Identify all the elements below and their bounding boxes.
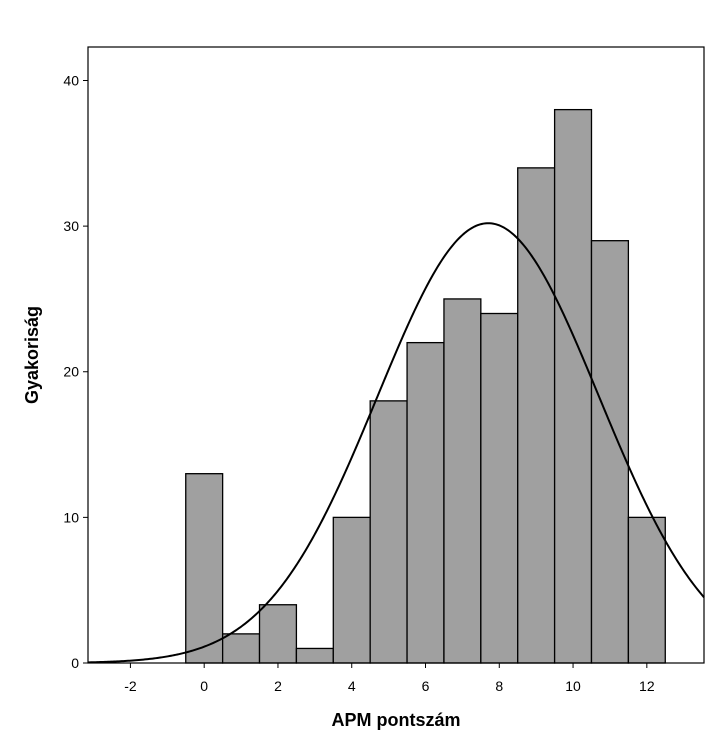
x-tick-label: 12 [639,678,655,694]
x-tick-label: 2 [274,678,282,694]
histogram-bar [553,108,593,664]
y-axis-title: Gyakoriság [22,306,42,404]
x-tick-label: 0 [200,678,208,694]
x-tick-label: 10 [565,678,581,694]
histogram-bars [185,108,666,664]
y-tick-label: 0 [71,655,79,671]
histogram-bar [221,633,261,664]
histogram-bar [258,604,298,664]
y-tick-label: 20 [63,364,79,380]
normal-curve [87,222,705,664]
x-tick-label: 4 [348,678,356,694]
x-axis: -2 0 2 4 6 8 10 12 [124,663,655,694]
x-tick-label: 6 [422,678,430,694]
histogram-bar [185,473,224,664]
histogram-bar [295,647,334,664]
x-tick-label: -2 [124,678,137,694]
histogram-bar [406,341,445,664]
histogram-bar [332,516,371,664]
histogram-bar [627,516,666,664]
y-axis: 0 10 20 30 40 [63,72,88,671]
plot-frame [87,46,705,664]
x-tick-label: 8 [495,678,503,694]
x-axis-title: APM pontszám [331,710,460,730]
y-tick-label: 30 [63,218,79,234]
histogram-bar [517,167,556,664]
histogram-bar [480,312,519,664]
y-tick-label: 40 [63,72,79,88]
histogram-bar [369,400,408,664]
histogram-bar [443,298,482,664]
y-tick-label: 10 [63,509,79,525]
